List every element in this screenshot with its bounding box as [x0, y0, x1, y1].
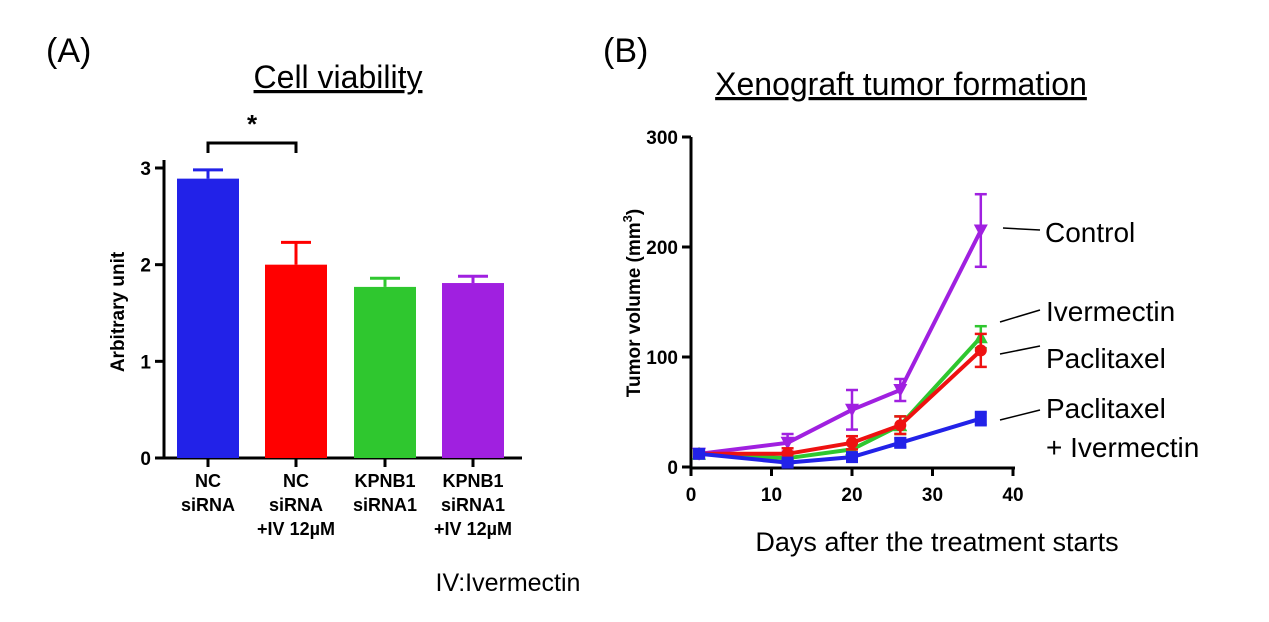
data-point — [974, 344, 987, 357]
category-label: +IV 12µM — [257, 519, 335, 539]
data-point — [781, 456, 794, 469]
category-label: siRNA — [181, 495, 235, 515]
data-point — [845, 403, 859, 417]
series-label: Control — [1045, 217, 1135, 248]
label-leader-line — [1002, 227, 1041, 231]
series-label: Paclitaxel — [1046, 343, 1166, 374]
category-label: +IV 12µM — [434, 519, 512, 539]
series-line — [698, 335, 983, 461]
b-x-tick-label: 30 — [922, 485, 943, 506]
b-x-tick-label: 0 — [686, 485, 697, 506]
label-leader-line — [999, 309, 1041, 323]
series-label: + Ivermectin — [1046, 432, 1199, 463]
category-label: KPNB1 — [442, 471, 503, 491]
data-point — [974, 412, 987, 425]
bar — [177, 178, 239, 458]
category-label: KPNB1 — [354, 471, 415, 491]
a-y-tick-label: 3 — [140, 159, 151, 180]
data-point — [973, 224, 988, 238]
panel-b: (B) Xenograft tumor formation Tumor volu… — [603, 32, 1199, 557]
a-y-tick-label: 0 — [140, 449, 151, 470]
bar — [354, 286, 416, 458]
label-leader-line — [999, 345, 1041, 355]
b-x-tick-label: 20 — [841, 485, 862, 506]
category-label: siRNA — [269, 495, 323, 515]
category-label: NC — [195, 471, 221, 491]
panel-b-title: Xenograft tumor formation — [715, 66, 1087, 102]
series-control — [692, 192, 988, 461]
panel-a: (A) Cell viability Arbitrary unit 0 1 2 3 N… — [46, 32, 580, 597]
b-y-tick-label: 300 — [646, 128, 678, 149]
series-label: Paclitaxel — [1046, 393, 1166, 424]
bar — [265, 264, 327, 458]
data-point — [894, 436, 907, 449]
label-leader-line — [999, 409, 1041, 421]
significance-star: * — [247, 109, 258, 139]
bar — [442, 283, 504, 458]
category-label: NC — [283, 471, 309, 491]
category-label: siRNA1 — [441, 495, 505, 515]
b-x-tick-label: 40 — [1002, 485, 1023, 506]
significance-bracket-line — [206, 141, 298, 153]
footnote: IV:Ivermectin — [436, 569, 581, 597]
category-label: siRNA1 — [353, 495, 417, 515]
panel-b-label: (B) — [603, 32, 648, 70]
panel-a-label: (A) — [46, 32, 91, 70]
series-paclitaxel — [693, 332, 987, 461]
series-line — [698, 416, 982, 465]
b-y-tick-label: 100 — [646, 348, 678, 369]
b-y-tick-label: 0 — [667, 458, 678, 479]
panel-a-title: Cell viability — [254, 59, 423, 95]
data-point — [894, 419, 907, 432]
data-point — [780, 436, 795, 450]
a-y-tick-label: 1 — [140, 352, 151, 373]
data-point — [693, 447, 706, 460]
series-line — [698, 229, 983, 456]
series-line — [699, 348, 983, 456]
b-x-tick-label: 10 — [761, 485, 782, 506]
a-y-tick-label: 2 — [140, 256, 151, 277]
series-label: Ivermectin — [1046, 296, 1175, 327]
series-paclitaxel-ivermectin — [693, 410, 987, 469]
data-point — [846, 451, 858, 464]
panel-a-y-axis-label: Arbitrary unit — [108, 251, 129, 372]
data-point — [846, 436, 858, 449]
panel-b-y-axis-label: Tumor volume (mm3) — [620, 209, 645, 397]
b-y-tick-label: 200 — [646, 238, 678, 259]
significance-bracket: * — [206, 109, 298, 153]
panel-b-x-axis-label: Days after the treatment starts — [755, 527, 1118, 557]
data-point — [893, 384, 908, 397]
